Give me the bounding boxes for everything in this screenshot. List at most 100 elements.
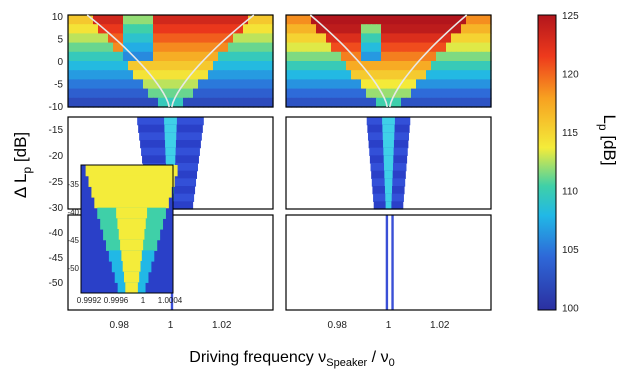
heatmap-cell <box>148 61 154 71</box>
heatmap-cell <box>248 61 254 71</box>
heatmap-cell <box>411 33 417 44</box>
heatmap-cell <box>118 88 124 99</box>
heatmap-cell <box>88 15 94 25</box>
heatmap-cell <box>93 97 99 108</box>
y-tick-label: -10 <box>49 102 64 113</box>
heatmap-cell <box>133 15 139 25</box>
heatmap-cell <box>268 15 274 25</box>
heatmap-cell <box>163 51 169 62</box>
heatmap-cell <box>366 97 372 108</box>
heatmap-cell <box>356 33 362 44</box>
heatmap-cell <box>113 51 119 62</box>
heatmap-cell <box>158 61 164 71</box>
heatmap-cell <box>213 88 219 99</box>
heatmap-cell <box>286 33 292 44</box>
heatmap-cell <box>446 88 452 99</box>
heatmap-cell <box>188 24 194 34</box>
heatmap-cell <box>78 88 84 99</box>
heatmap-cell <box>248 24 254 34</box>
heatmap-cell <box>218 51 224 62</box>
heatmap-cell <box>381 97 387 108</box>
heatmap-cell <box>296 42 302 53</box>
heatmap-cell <box>336 88 342 99</box>
heatmap-cell <box>366 24 372 34</box>
heatmap-cell <box>268 88 274 99</box>
heatmap-cell <box>178 88 184 99</box>
heatmap-cell <box>198 51 204 62</box>
heatmap-cell <box>243 70 249 80</box>
heatmap-cell <box>233 79 239 90</box>
heatmap-cell <box>336 79 342 90</box>
colorbar-title: Lp [dB] <box>596 114 619 165</box>
heatmap-cell <box>371 42 377 53</box>
heatmap-cell <box>243 42 249 53</box>
heatmap-cell <box>123 79 129 90</box>
heatmap-cell <box>331 97 337 108</box>
heatmap-cell <box>88 88 94 99</box>
heatmap-cell <box>386 88 392 99</box>
heatmap-cell <box>471 79 477 90</box>
heatmap-cell <box>173 33 179 44</box>
heatmap-cell <box>253 61 259 71</box>
heatmap-cell <box>331 61 337 71</box>
heatmap-cell <box>361 70 367 80</box>
heatmap-cell <box>461 51 467 62</box>
heatmap-cell <box>396 33 402 44</box>
heatmap-cell <box>316 88 322 99</box>
heatmap-cell <box>218 97 224 108</box>
heatmap-cell <box>466 51 472 62</box>
heatmap-cell <box>83 70 89 80</box>
heatmap-cell <box>263 61 269 71</box>
heatmap-cell <box>213 51 219 62</box>
heatmap-cell <box>98 42 104 53</box>
heatmap-cell <box>291 24 297 34</box>
heatmap-cell <box>243 15 249 25</box>
heatmap-cell <box>116 207 148 219</box>
colorbar <box>537 14 557 311</box>
heatmap-cell <box>114 197 149 209</box>
heatmap-cell <box>451 88 457 99</box>
heatmap-cell <box>133 88 139 99</box>
heatmap-cell <box>391 97 397 108</box>
heatmap-cell <box>411 97 417 108</box>
heatmap-cell <box>218 70 224 80</box>
heatmap-cell <box>93 24 99 34</box>
heatmap-cell <box>346 15 352 25</box>
heatmap-cell <box>268 97 274 108</box>
heatmap-cell <box>286 61 292 71</box>
heatmap-cell <box>138 88 144 99</box>
heatmap-cell <box>138 97 144 108</box>
heatmap-cell <box>406 42 412 53</box>
heatmap-cell <box>253 24 259 34</box>
heatmap-cell <box>118 24 124 34</box>
heatmap-cell <box>213 33 219 44</box>
heatmap-cell <box>73 79 79 90</box>
heatmap-cell <box>143 70 149 80</box>
heatmap-cell <box>223 15 229 25</box>
heatmap-cell <box>103 97 109 108</box>
heatmap-cell <box>253 15 259 25</box>
heatmap-cell <box>223 61 229 71</box>
heatmap-cell <box>291 88 297 99</box>
heatmap-cell <box>331 79 337 90</box>
heatmap-cell <box>481 51 487 62</box>
heatmap-cell <box>248 15 254 25</box>
heatmap-cell <box>123 51 129 62</box>
heatmap-cell <box>406 24 412 34</box>
heatmap-cell <box>228 33 234 44</box>
heatmap-cell <box>143 79 149 90</box>
heatmap-cell <box>401 70 407 80</box>
heatmap-cell <box>371 15 377 25</box>
heatmap-cell <box>248 42 254 53</box>
frame-right-top <box>285 14 492 108</box>
heatmap-cell <box>128 88 134 99</box>
heatmap-cell <box>248 33 254 44</box>
heatmap-cell <box>466 70 472 80</box>
heatmap-cell <box>381 79 387 90</box>
heatmap-cell <box>143 61 149 71</box>
heatmap-cell <box>316 42 322 53</box>
heatmap-cell <box>341 88 347 99</box>
heatmap-cell <box>128 42 134 53</box>
heatmap-cell <box>178 97 184 108</box>
heatmap-cell <box>183 15 189 25</box>
